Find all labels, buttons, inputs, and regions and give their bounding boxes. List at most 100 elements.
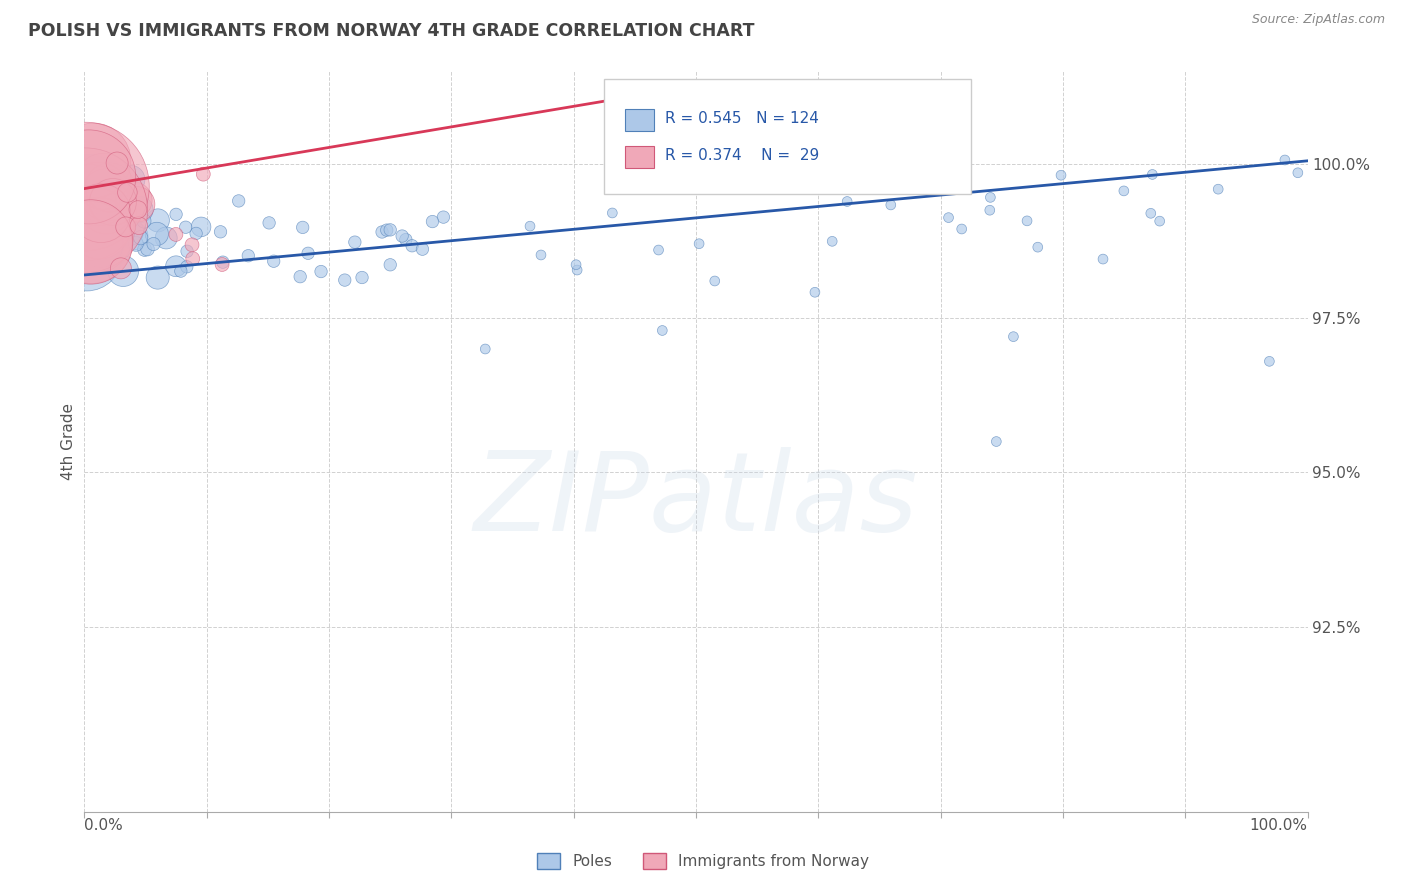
Point xyxy=(432,210,454,224)
Point xyxy=(90,206,112,220)
Point xyxy=(87,200,110,214)
Point xyxy=(79,187,101,202)
Point xyxy=(77,169,100,184)
Point xyxy=(979,203,1001,218)
Point xyxy=(380,258,402,272)
Point xyxy=(380,223,402,237)
Point xyxy=(375,223,398,237)
Point xyxy=(422,214,444,228)
Point xyxy=(80,220,103,235)
Point xyxy=(77,205,100,219)
Point xyxy=(1112,184,1135,198)
Point xyxy=(211,255,233,269)
Point xyxy=(83,186,105,200)
Point xyxy=(821,235,844,249)
Point xyxy=(938,211,960,225)
Text: Source: ZipAtlas.com: Source: ZipAtlas.com xyxy=(1251,13,1385,27)
Point xyxy=(77,179,100,194)
Point xyxy=(75,223,97,237)
Point xyxy=(87,181,110,195)
Point xyxy=(371,225,394,239)
Point xyxy=(1139,206,1161,220)
Text: R = 0.374    N =  29: R = 0.374 N = 29 xyxy=(665,147,820,162)
Text: 100.0%: 100.0% xyxy=(1250,818,1308,833)
Y-axis label: 4th Grade: 4th Grade xyxy=(60,403,76,480)
Point xyxy=(76,248,98,262)
Point xyxy=(89,221,111,235)
Point xyxy=(73,179,96,194)
Point xyxy=(880,198,903,212)
Point xyxy=(75,218,97,232)
Point xyxy=(91,171,114,186)
Point xyxy=(115,207,138,221)
Point xyxy=(530,248,553,262)
Point xyxy=(391,229,413,244)
Point xyxy=(104,219,127,234)
Point xyxy=(122,228,145,243)
Point xyxy=(651,324,673,338)
Point xyxy=(165,227,187,242)
Text: R = 0.545   N = 124: R = 0.545 N = 124 xyxy=(665,111,820,126)
Point xyxy=(118,224,141,238)
Point xyxy=(193,167,215,181)
Point xyxy=(565,258,588,272)
Point xyxy=(90,211,112,225)
Point xyxy=(97,210,120,224)
Point xyxy=(87,177,110,191)
Point xyxy=(1149,214,1171,228)
Point xyxy=(75,203,97,218)
Point xyxy=(1026,240,1049,254)
Point xyxy=(120,172,142,186)
Point xyxy=(94,194,117,209)
Point xyxy=(96,201,118,215)
Point xyxy=(181,237,204,252)
Point xyxy=(125,236,148,251)
Point xyxy=(263,254,285,268)
Point xyxy=(165,207,187,221)
Point xyxy=(105,195,128,210)
Point xyxy=(350,270,373,285)
Point xyxy=(110,261,132,276)
Point xyxy=(80,240,103,254)
Point xyxy=(238,249,260,263)
Point xyxy=(170,264,193,278)
Point xyxy=(228,194,250,208)
Point xyxy=(108,221,131,235)
Point xyxy=(184,227,207,241)
Point xyxy=(117,186,139,200)
Point xyxy=(93,215,115,229)
Point xyxy=(94,214,117,228)
Point xyxy=(80,235,103,250)
Point xyxy=(127,197,149,211)
Point xyxy=(401,239,423,253)
Point xyxy=(142,237,165,252)
Point xyxy=(395,233,418,247)
Point xyxy=(128,219,150,233)
Point xyxy=(1002,329,1025,343)
Point xyxy=(949,147,972,161)
FancyBboxPatch shape xyxy=(626,145,654,169)
Point xyxy=(132,214,155,228)
Point xyxy=(94,199,117,213)
Point xyxy=(343,235,366,249)
Point xyxy=(122,193,145,207)
Text: ZIPatlas: ZIPatlas xyxy=(474,447,918,554)
Point xyxy=(165,260,187,274)
Point xyxy=(112,264,135,278)
Point xyxy=(211,258,233,272)
Point xyxy=(114,204,136,219)
Point xyxy=(114,219,136,234)
Point xyxy=(96,204,118,219)
Point xyxy=(291,220,314,235)
Point xyxy=(174,220,197,235)
Point xyxy=(91,174,114,188)
Point xyxy=(96,222,118,236)
Point xyxy=(97,199,120,213)
Point xyxy=(91,209,114,223)
Point xyxy=(176,244,198,259)
Point xyxy=(297,246,319,260)
Point xyxy=(134,243,156,257)
Point xyxy=(1258,354,1281,368)
Point xyxy=(146,213,169,227)
Point xyxy=(257,216,280,230)
